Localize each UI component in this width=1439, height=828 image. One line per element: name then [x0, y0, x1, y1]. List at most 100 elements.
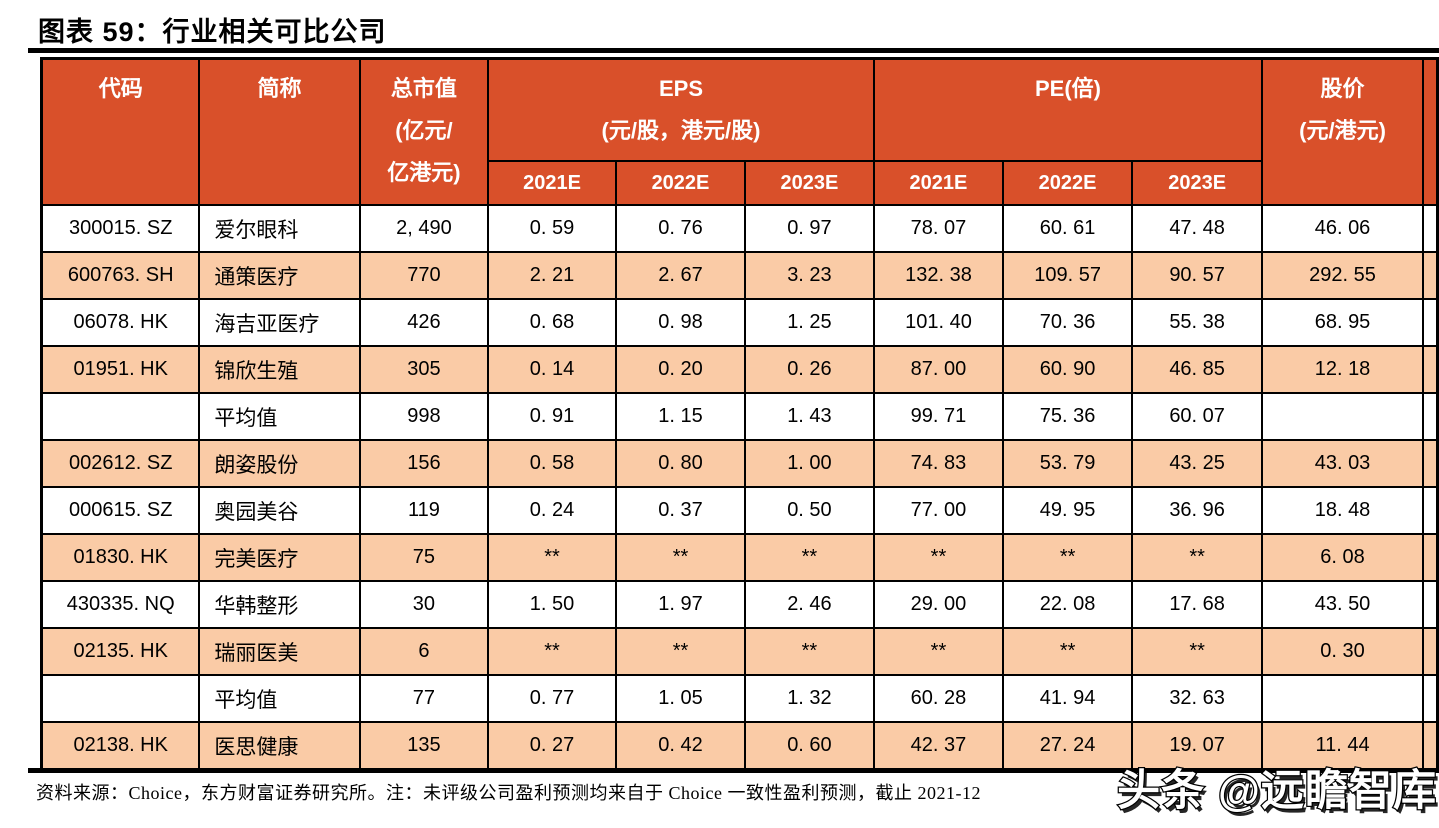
pe-2021e-cell: 74. 83: [872, 439, 1005, 488]
marketcap-cell: 77: [358, 674, 490, 723]
eps-2021e-cell: 0. 59: [487, 204, 617, 253]
pe-2022e-cell: 27. 24: [1002, 721, 1133, 771]
marketcap-cell: 2, 490: [358, 204, 490, 253]
price-cell: 18. 48: [1261, 486, 1424, 535]
pe-2022e-cell: 75. 36: [1002, 392, 1133, 441]
cutoff-column-cell: [1421, 251, 1439, 300]
pe-2021e-cell: **: [872, 533, 1005, 582]
eps-2021e-cell: **: [487, 533, 617, 582]
code-cell: 000615. SZ: [40, 486, 201, 535]
pe-2022e-cell: 49. 95: [1002, 486, 1133, 535]
price-cell: 68. 95: [1261, 298, 1424, 347]
name-column-header: 简称: [198, 57, 361, 206]
table-row: 01830. HK 完美医疗 75 ** ** ** ** ** ** 6. 08: [40, 533, 1439, 582]
pe-2021e-cell: **: [872, 627, 1005, 676]
pe-title: PE(倍): [1034, 76, 1101, 101]
eps-2023e-cell: 1. 43: [744, 392, 875, 441]
pe-year-2022e-header: 2022E: [1002, 160, 1133, 206]
eps-2021e-cell: 2. 21: [487, 251, 617, 300]
code-cell: 01951. HK: [40, 345, 201, 394]
pe-2022e-cell: 70. 36: [1002, 298, 1133, 347]
price-unit: (元/港元): [1299, 118, 1386, 143]
eps-2021e-cell: **: [487, 627, 617, 676]
pe-2021e-cell: 29. 00: [872, 580, 1005, 629]
watermark: 头条 @远瞻智库: [1116, 766, 1437, 817]
title-divider: [28, 48, 1439, 53]
eps-2022e-cell: 0. 20: [614, 345, 747, 394]
cutoff-column-cell: [1421, 204, 1439, 253]
eps-year-2023e-header: 2023E: [744, 160, 875, 206]
name-cell: 锦欣生殖: [198, 345, 361, 394]
eps-2022e-cell: **: [614, 627, 747, 676]
marketcap-cell: 770: [358, 251, 490, 300]
eps-group-header: EPS (元/股，港元/股): [487, 57, 875, 162]
marketcap-unit-line2: 亿港元): [387, 160, 461, 185]
eps-2023e-cell: **: [744, 533, 875, 582]
pe-group-header: PE(倍): [872, 57, 1264, 162]
eps-year-2022e-header: 2022E: [614, 160, 747, 206]
cutoff-column-cell: [1421, 345, 1439, 394]
eps-2021e-cell: 1. 50: [487, 580, 617, 629]
marketcap-column-header: 总市值 (亿元/ 亿港元): [358, 57, 490, 206]
name-cell: 朗姿股份: [198, 439, 361, 488]
code-cell: 06078. HK: [40, 298, 201, 347]
code-cell: 430335. NQ: [40, 580, 201, 629]
code-cell: 01830. HK: [40, 533, 201, 582]
pe-2021e-cell: 132. 38: [872, 251, 1005, 300]
table-row: 02135. HK 瑞丽医美 6 ** ** ** ** ** ** 0. 30: [40, 627, 1439, 676]
code-cell: 300015. SZ: [40, 204, 201, 253]
cutoff-column-cell: [1421, 627, 1439, 676]
eps-2022e-cell: 0. 37: [614, 486, 747, 535]
cutoff-column-header: [1421, 57, 1439, 206]
pe-2023e-cell: 46. 85: [1130, 345, 1264, 394]
pe-2022e-cell: **: [1002, 627, 1133, 676]
code-cell: 02135. HK: [40, 627, 201, 676]
eps-2022e-cell: 1. 05: [614, 674, 747, 723]
pe-2023e-cell: 90. 57: [1130, 251, 1264, 300]
code-cell: 02138. HK: [40, 721, 201, 771]
eps-2021e-cell: 0. 58: [487, 439, 617, 488]
name-cell: 奥园美谷: [198, 486, 361, 535]
eps-title: EPS: [658, 76, 703, 101]
pe-2022e-cell: 60. 90: [1002, 345, 1133, 394]
price-label: 股价: [1320, 76, 1365, 101]
eps-2022e-cell: **: [614, 533, 747, 582]
eps-2022e-cell: 1. 15: [614, 392, 747, 441]
marketcap-cell: 119: [358, 486, 490, 535]
table-row: 02138. HK 医思健康 135 0. 27 0. 42 0. 60 42. 37 27.…: [40, 721, 1439, 771]
eps-2021e-cell: 0. 91: [487, 392, 617, 441]
name-cell: 医思健康: [198, 721, 361, 771]
name-cell: 爱尔眼科: [198, 204, 361, 253]
pe-2021e-cell: 99. 71: [872, 392, 1005, 441]
pe-2021e-cell: 77. 00: [872, 486, 1005, 535]
name-cell: 平均值: [198, 674, 361, 723]
eps-2023e-cell: 1. 25: [744, 298, 875, 347]
pe-2021e-cell: 60. 28: [872, 674, 1005, 723]
pe-2022e-cell: **: [1002, 533, 1133, 582]
pe-2023e-cell: 19. 07: [1130, 721, 1264, 771]
pe-2021e-cell: 78. 07: [872, 204, 1005, 253]
pe-2023e-cell: 43. 25: [1130, 439, 1264, 488]
eps-2022e-cell: 0. 76: [614, 204, 747, 253]
pe-2021e-cell: 42. 37: [872, 721, 1005, 771]
price-cell: 12. 18: [1261, 345, 1424, 394]
table-row: 06078. HK 海吉亚医疗 426 0. 68 0. 98 1. 25 101. 40 7…: [40, 298, 1439, 347]
cutoff-column-cell: [1421, 721, 1439, 771]
pe-2023e-cell: 36. 96: [1130, 486, 1264, 535]
marketcap-cell: 998: [358, 392, 490, 441]
pe-2021e-cell: 101. 40: [872, 298, 1005, 347]
eps-2021e-cell: 0. 77: [487, 674, 617, 723]
eps-unit: (元/股，港元/股): [601, 118, 761, 143]
table-row: 平均值 998 0. 91 1. 15 1. 43 99. 71 75. 36 60. 07: [40, 392, 1439, 441]
eps-2021e-cell: 0. 68: [487, 298, 617, 347]
pe-2021e-cell: 87. 00: [872, 345, 1005, 394]
eps-2023e-cell: 3. 23: [744, 251, 875, 300]
marketcap-unit-line1: (亿元/: [395, 118, 453, 143]
eps-2022e-cell: 0. 80: [614, 439, 747, 488]
marketcap-cell: 135: [358, 721, 490, 771]
cutoff-column-cell: [1421, 298, 1439, 347]
code-cell: [40, 392, 201, 441]
pe-2022e-cell: 41. 94: [1002, 674, 1133, 723]
eps-2022e-cell: 0. 42: [614, 721, 747, 771]
eps-2023e-cell: **: [744, 627, 875, 676]
